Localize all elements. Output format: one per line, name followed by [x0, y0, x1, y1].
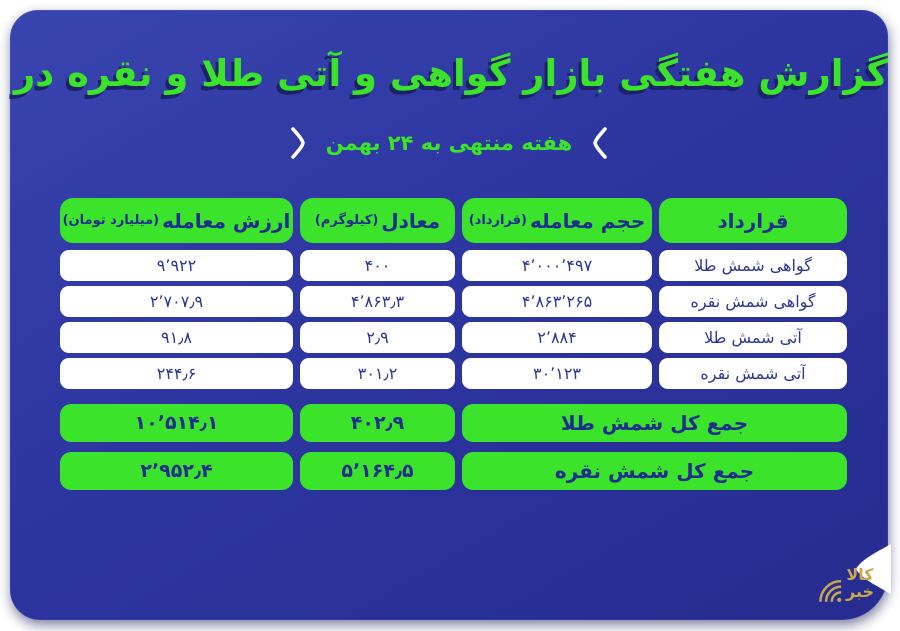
cell-equivalent: ۳۰۱٫۲ [300, 358, 455, 389]
cell-contract: گواهی شمش طلا [659, 250, 847, 281]
cell-equivalent: ۴۰۰ [300, 250, 455, 281]
table-row-silver-futures: آتی شمش نقره ۳۰٬۱۲۳ ۳۰۱٫۲ ۲۴۴٫۶ [60, 358, 847, 389]
total-silver-label: جمع کل شمش نقره [462, 452, 847, 490]
total-gold-value: ۱۰٬۵۱۴٫۱ [60, 404, 293, 442]
kala-khabar-logo: کالا خبر [811, 560, 874, 608]
header-contract-label: قرارداد [717, 208, 789, 233]
header-equivalent: معادل (کیلوگرم) [300, 198, 455, 243]
logo-word-bottom: خبر [845, 582, 874, 601]
page-title: گزارش هفتگی بازار گواهی و آتی طلا و نقره… [0, 52, 889, 95]
chevron-left-icon [592, 126, 608, 160]
table-row-gold-futures: آتی شمش طلا ۲٬۸۸۴ ۲٫۹ ۹۱٫۸ [60, 322, 847, 353]
table-row-silver-certificate: گواهی شمش نقره ۴٬۸۶۳٬۲۶۵ ۴٬۸۶۳٫۳ ۲٬۷۰۷٫۹ [60, 286, 847, 317]
cell-equivalent: ۴٬۸۶۳٫۳ [300, 286, 455, 317]
infographic-panel: گزارش هفتگی بازار گواهی و آتی طلا و نقره… [0, 10, 891, 620]
total-gold-label: جمع کل شمش طلا [462, 404, 847, 442]
cell-contract: آتی شمش طلا [659, 322, 847, 353]
cell-value: ۲۴۴٫۶ [60, 358, 293, 389]
cell-volume: ۲٬۸۸۴ [462, 322, 652, 353]
header-value-unit: (میلیارد تومان) [62, 213, 160, 228]
cell-value: ۹٬۹۲۲ [60, 250, 293, 281]
cell-volume: ۴٬۰۰۰٬۴۹۷ [462, 250, 652, 281]
total-silver-value: ۲٬۹۵۲٫۴ [60, 452, 293, 490]
total-row-gold: جمع کل شمش طلا ۴۰۲٫۹ ۱۰٬۵۱۴٫۱ [60, 404, 847, 442]
logo-word-top: کالا [846, 565, 874, 585]
header-contract: قرارداد [659, 198, 847, 243]
header-equivalent-label: معادل [381, 208, 441, 233]
logo-wordmark: کالا خبر [845, 565, 874, 601]
panel-edge-notch [853, 544, 891, 594]
header-volume-unit: (قرارداد) [468, 213, 527, 228]
table-row-gold-certificate: گواهی شمش طلا ۴٬۰۰۰٬۴۹۷ ۴۰۰ ۹٬۹۲۲ [60, 250, 847, 281]
cell-equivalent: ۲٫۹ [300, 322, 455, 353]
total-row-silver: جمع کل شمش نقره ۵٬۱۶۴٫۵ ۲٬۹۵۲٫۴ [60, 452, 847, 490]
cell-value: ۹۱٫۸ [60, 322, 293, 353]
logo-waves-icon [811, 560, 843, 608]
cell-volume: ۳۰٬۱۲۳ [462, 358, 652, 389]
total-silver-equivalent: ۵٬۱۶۴٫۵ [300, 452, 455, 490]
cell-contract: گواهی شمش نقره [659, 286, 847, 317]
market-table: قرارداد حجم معامله (قرارداد) معادل (کیلو… [60, 198, 847, 500]
cell-volume: ۴٬۸۶۳٬۲۶۵ [462, 286, 652, 317]
subtitle-row: هفته منتهی به ۲۴ بهمن [10, 126, 888, 160]
table-header-row: قرارداد حجم معامله (قرارداد) معادل (کیلو… [60, 198, 847, 243]
header-equivalent-unit: (کیلوگرم) [314, 213, 379, 228]
total-gold-equivalent: ۴۰۲٫۹ [300, 404, 455, 442]
chevron-right-icon [290, 126, 306, 160]
header-value-label: ارزش معامله [162, 208, 291, 233]
header-volume: حجم معامله (قرارداد) [462, 198, 652, 243]
subtitle-text: هفته منتهی به ۲۴ بهمن [325, 131, 573, 155]
header-value: ارزش معامله (میلیارد تومان) [60, 198, 293, 243]
cell-contract: آتی شمش نقره [659, 358, 847, 389]
cell-value: ۲٬۷۰۷٫۹ [60, 286, 293, 317]
header-volume-label: حجم معامله [529, 208, 646, 233]
